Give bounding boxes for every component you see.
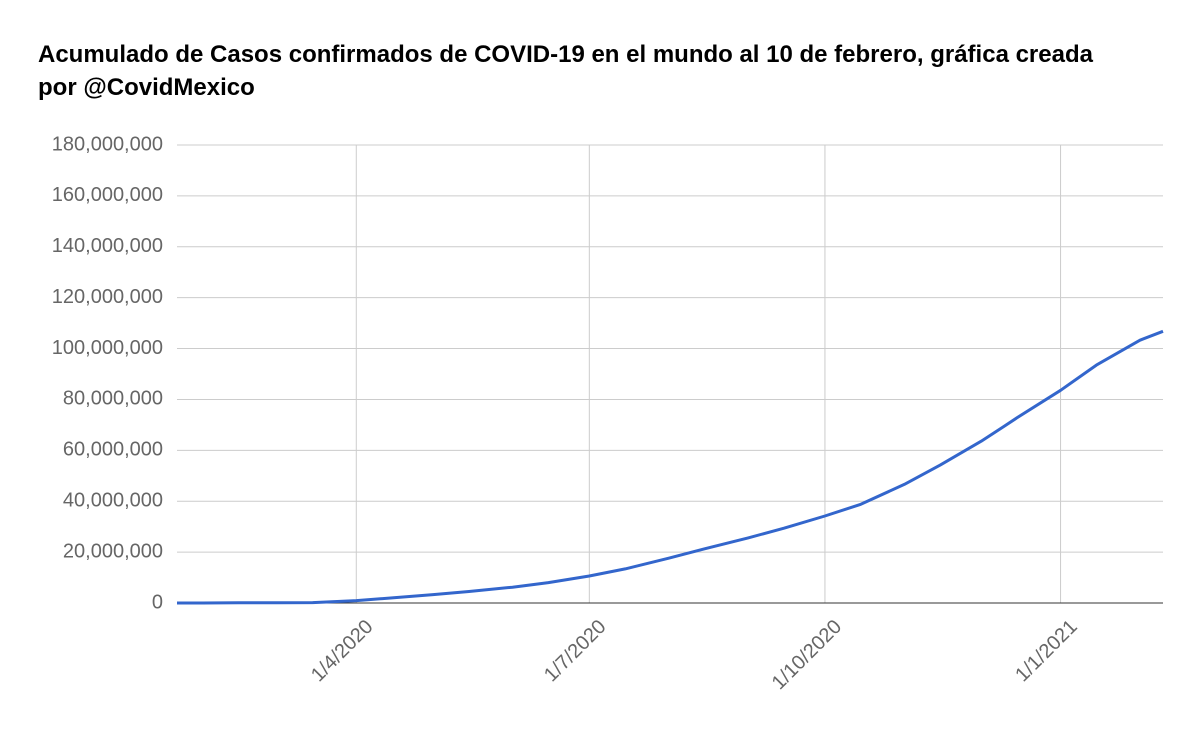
y-tick-label: 60,000,000 [63, 439, 163, 461]
y-tick-label: 0 [152, 591, 163, 613]
y-tick-label: 80,000,000 [63, 388, 163, 410]
chart-title: Acumulado de Casos confirmados de COVID-… [38, 41, 1093, 101]
x-tick-label: 1/7/2020 [540, 616, 611, 687]
y-tick-label: 20,000,000 [63, 540, 163, 562]
y-tick-label: 140,000,000 [52, 235, 163, 257]
x-tick-label: 1/4/2020 [307, 616, 378, 687]
y-tick-label: 180,000,000 [52, 133, 163, 155]
y-tick-label: 160,000,000 [52, 184, 163, 206]
y-tick-label: 40,000,000 [63, 490, 163, 512]
x-tick-label: 1/1/2021 [1011, 616, 1082, 687]
y-tick-label: 120,000,000 [52, 286, 163, 308]
x-tick-label: 1/10/2020 [768, 616, 846, 694]
line-series [177, 329, 1164, 605]
y-tick-label: 100,000,000 [52, 337, 163, 359]
